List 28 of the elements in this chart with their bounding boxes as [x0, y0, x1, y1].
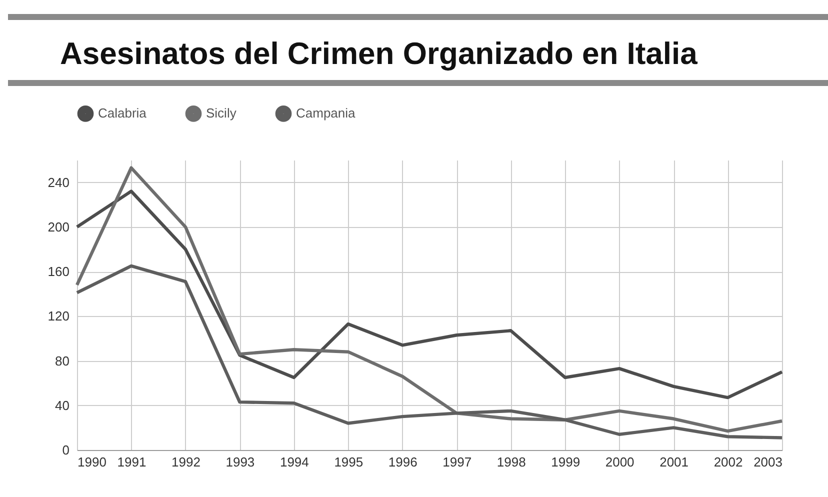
line-series [75, 166, 784, 433]
x-tick-label: 2001 [660, 454, 688, 470]
legend-label: Calabria [98, 106, 148, 121]
x-tick-label: 1992 [172, 454, 200, 470]
line-series [75, 190, 784, 400]
x-tick-label: 1996 [388, 454, 418, 470]
y-tick-label: 80 [55, 353, 70, 368]
x-tick-label: 2003 [754, 454, 782, 470]
y-tick-label: 200 [48, 219, 70, 234]
y-tick-label: 0 [62, 442, 70, 458]
x-tick-label: 2000 [605, 454, 634, 470]
legend-label: Campania [296, 106, 356, 121]
x-tick-label: 1999 [551, 454, 580, 470]
x-tick-label: 1991 [117, 454, 146, 470]
x-tick-label: 1998 [496, 454, 526, 470]
x-tick-label: 1997 [442, 454, 472, 470]
x-tick-label: 1995 [334, 454, 364, 470]
x-tick-label: 1994 [280, 454, 309, 470]
x-tick-label: 1993 [226, 454, 255, 470]
y-tick-label: 120 [48, 308, 70, 324]
y-tick-label: 240 [48, 174, 70, 190]
x-tick-label: 1990 [78, 454, 106, 470]
legend-label: Sicily [206, 106, 237, 121]
x-tick-label: 2002 [714, 454, 743, 470]
y-tick-label: 40 [55, 398, 70, 413]
y-tick-label: 160 [48, 264, 70, 280]
line-series [75, 264, 784, 440]
chart-title: Asesinatos del Crimen Organizado en Italia [60, 36, 698, 72]
